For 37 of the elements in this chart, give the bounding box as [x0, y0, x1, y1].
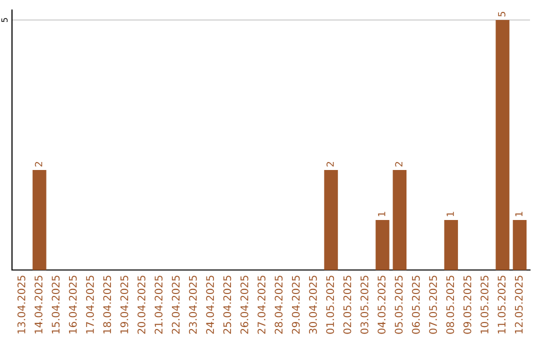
x-tick-label: 21.04.2025 — [154, 276, 163, 334]
x-tick-label: 28.04.2025 — [274, 276, 283, 334]
data-label: 1 — [446, 212, 454, 216]
x-tick-label: 19.04.2025 — [120, 276, 128, 334]
x-tick-label: 03.05.2025 — [360, 276, 368, 334]
x-tick-label: 11.05.2025 — [498, 276, 506, 334]
data-label: 2 — [34, 162, 42, 167]
x-tick-label: 18.04.2025 — [103, 276, 112, 334]
x-tick-label: 23.04.2025 — [188, 276, 197, 334]
x-tick-label: 29.04.2025 — [292, 276, 300, 334]
x-tick-label: 30.04.2025 — [309, 276, 317, 334]
x-tick-label: 12.05.2025 — [514, 276, 523, 334]
x-tick-label: 24.04.2025 — [206, 276, 214, 334]
x-tick-label: 09.05.2025 — [463, 276, 472, 334]
x-tick-label: 02.05.2025 — [343, 276, 352, 334]
x-tick-label: 26.04.2025 — [240, 276, 248, 334]
x-tick-label: 04.05.2025 — [378, 276, 386, 334]
x-tick-label: 16.04.2025 — [68, 276, 77, 334]
x-tick-label: 08.05.2025 — [446, 276, 454, 334]
x-tick-label: 05.05.2025 — [394, 276, 403, 334]
x-tick-label: 07.05.2025 — [429, 276, 437, 334]
data-label: 2 — [395, 162, 402, 167]
x-tick-label: 13.04.2025 — [17, 276, 26, 334]
data-label: 2 — [326, 162, 334, 167]
x-tick-label: 14.04.2025 — [34, 276, 42, 334]
data-label: 5 — [498, 12, 506, 16]
x-tick-label: 10.05.2025 — [480, 276, 488, 334]
data-label: 1 — [378, 212, 386, 216]
data-label: 1 — [515, 212, 522, 216]
x-tick-label: 17.04.2025 — [86, 276, 94, 334]
x-tick-label: 15.04.2025 — [52, 276, 60, 334]
x-tick-label: 25.04.2025 — [223, 276, 232, 334]
x-tick-label: 20.04.2025 — [138, 276, 146, 334]
x-tick-label: 01.05.2025 — [326, 276, 334, 334]
x-tick-label: 22.04.2025 — [172, 276, 180, 334]
x-tick-label: 06.05.2025 — [412, 276, 420, 334]
x-tick-label: 27.04.2025 — [258, 276, 266, 334]
